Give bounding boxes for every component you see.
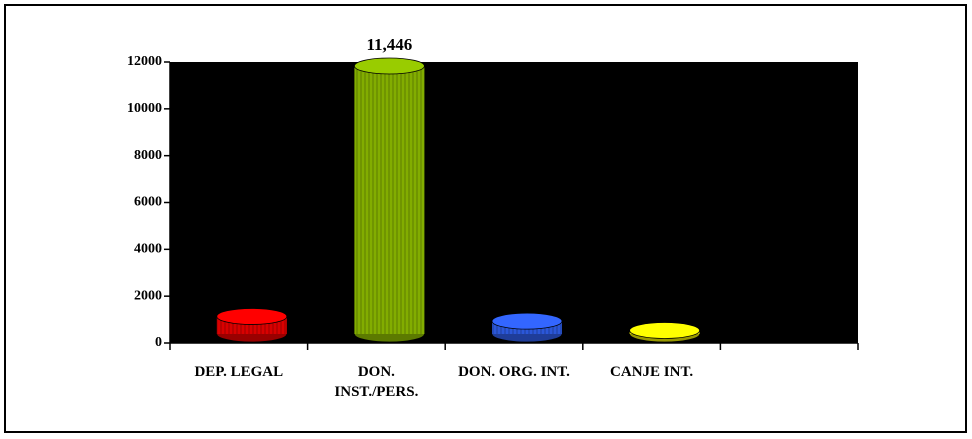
bar-top [216, 308, 288, 325]
data-label: 11,446 [366, 35, 412, 54]
y-tick-label: 2000 [134, 288, 162, 303]
y-tick-label: 6000 [134, 195, 162, 210]
y-tick-label: 8000 [134, 148, 162, 163]
bar [629, 322, 700, 343]
y-tick-label: 0 [155, 335, 162, 350]
bar-top [629, 322, 700, 339]
y-tick-label: 10000 [127, 101, 162, 116]
bar [353, 57, 425, 343]
x-tick-label: DON. INST./PERS. [334, 364, 419, 400]
x-tick-label: DEP. LEGAL [194, 364, 284, 380]
x-tick-label: CANJE INT. [610, 364, 694, 380]
bar-stripes [354, 65, 425, 334]
x-tick-label: DON. ORG. INT. [458, 364, 570, 380]
y-tick-label: 4000 [134, 242, 162, 257]
bar-top [353, 57, 425, 75]
bar [216, 308, 288, 343]
bar [491, 312, 563, 343]
y-tick-label: 12000 [127, 54, 162, 69]
plot-area [170, 62, 858, 343]
bar-top [491, 312, 563, 330]
